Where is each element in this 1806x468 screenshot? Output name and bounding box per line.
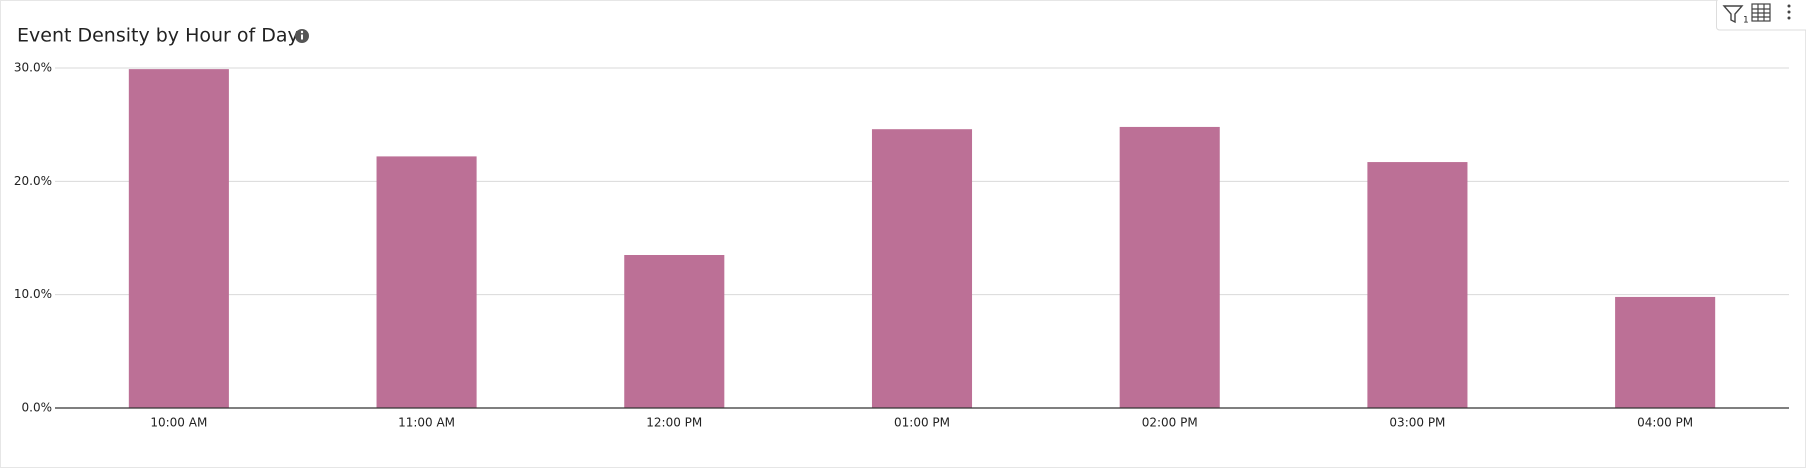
filter-count: 1 [1743,16,1749,26]
bar [1615,296,1716,408]
more-icon[interactable] [1787,4,1791,20]
bar [1367,162,1468,408]
bar [624,255,725,408]
toolbar: 1 [1716,0,1806,31]
x-tick-label: 02:00 PM [1142,416,1198,430]
x-tick-label: 04:00 PM [1637,416,1693,430]
bar [128,69,229,408]
bar [871,129,973,408]
y-tick-label: 10.0% [14,287,52,301]
x-tick-label: 03:00 PM [1389,416,1445,430]
y-tick-label: 20.0% [14,174,52,188]
bar [1119,126,1220,408]
x-tick-label: 10:00 AM [150,416,207,430]
y-tick-label: 0.0% [22,401,53,415]
toolbar-box [1716,0,1806,31]
chart-title: Event Density by Hour of Day [17,25,299,47]
x-tick-label: 11:00 AM [398,416,455,430]
filter-icon[interactable] [1722,5,1744,24]
bar [376,156,477,408]
table-icon[interactable] [1751,3,1771,22]
x-tick-label: 12:00 PM [646,416,702,430]
info-icon[interactable] [295,29,309,43]
y-tick-label: 30.0% [14,61,52,75]
x-tick-label: 01:00 PM [894,416,950,430]
